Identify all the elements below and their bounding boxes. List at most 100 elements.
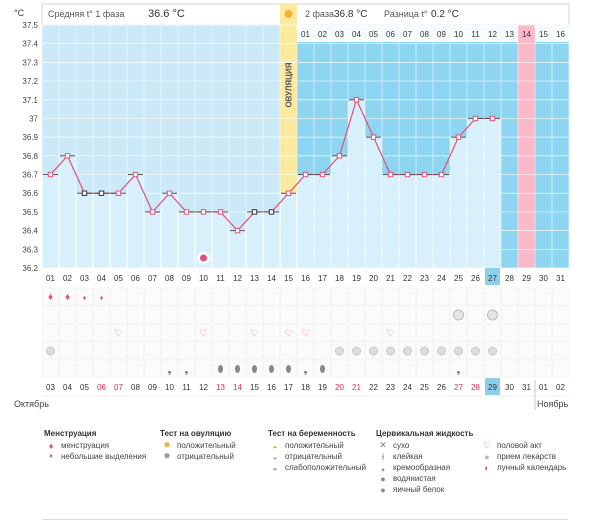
symbol-cell <box>127 287 144 306</box>
cycle-day-label: 10 <box>199 274 208 283</box>
cycle-day-label: 04 <box>97 274 106 283</box>
legend-item: водянистая <box>393 474 436 483</box>
sticky-icon: Ɨ <box>381 451 385 462</box>
symbol-cell <box>297 305 314 324</box>
cycle-day-label: 05 <box>114 274 123 283</box>
legend-menstruation: Менструация ♦ менструация ♦ небольшие выде… <box>44 429 146 462</box>
temperature-point <box>438 171 445 178</box>
creamy-icon: ❟ <box>381 462 385 472</box>
symbol-cell <box>178 359 195 378</box>
watery-icon: ● <box>380 473 386 484</box>
legend-item: отрицательный <box>285 452 342 461</box>
symbol-cell <box>59 287 76 306</box>
cycle-day-label: 15 <box>284 274 293 283</box>
temperature-point <box>302 171 309 178</box>
y-tick-label: 36.9 <box>22 133 38 142</box>
cycle-day-label: 25 <box>454 274 463 283</box>
phase2-label: 2 фаза <box>305 9 334 19</box>
symbol-cell <box>501 341 518 360</box>
cycle-day-label: 29 <box>522 274 531 283</box>
calendar-date-label: 27 <box>454 383 463 392</box>
symbol-cell <box>229 305 246 324</box>
symbol-cell <box>76 287 93 306</box>
symbol-cell <box>433 359 450 378</box>
symbol-cell <box>93 305 110 324</box>
pill-icon <box>369 346 378 356</box>
symbol-cell <box>331 287 348 306</box>
symbol-cell <box>382 359 399 378</box>
cycle-day-label: 06 <box>131 274 140 283</box>
symbol-cell <box>331 305 348 324</box>
temperature-bar <box>416 174 433 269</box>
cycle-day-label: 28 <box>505 274 514 283</box>
test-weak-icon: ◒ <box>272 462 278 473</box>
phase2-day-label: 06 <box>386 30 395 39</box>
symbol-cell <box>331 359 348 378</box>
symbol-cell <box>195 359 212 378</box>
pill-icon <box>471 346 480 356</box>
y-tick-label: 36.5 <box>22 208 38 217</box>
symbol-cell <box>518 287 535 306</box>
symbol-cell <box>399 359 416 378</box>
symbol-cell <box>314 287 331 306</box>
symbol-cell <box>280 323 297 342</box>
temperature-point <box>98 190 105 196</box>
calendar-date-label: 28 <box>471 383 480 392</box>
symbol-cell <box>127 305 144 324</box>
temperature-point <box>217 209 224 215</box>
temperature-bar <box>229 230 246 269</box>
legend-pregnancy-test: Тест на беременность ◒ положительный ◒ отр… <box>268 429 366 473</box>
symbol-cell <box>535 305 552 324</box>
cycle-day-label: 12 <box>233 274 242 283</box>
symbol-cell <box>229 287 246 306</box>
calendar-date-label: 14 <box>233 383 242 392</box>
phase2-day-label: 09 <box>437 30 446 39</box>
temperature-bar <box>212 211 229 269</box>
symbol-cell <box>161 359 178 378</box>
legend-item: небольшие выделения <box>61 452 147 461</box>
temperature-point <box>268 209 275 215</box>
temperature-bar <box>280 192 297 269</box>
temperature-bar <box>263 211 280 269</box>
symbol-cell <box>416 287 433 306</box>
menstruation-drop-icon: ♦ <box>83 295 87 302</box>
temperature-bar <box>365 136 382 269</box>
temperature-bar <box>331 155 348 269</box>
legend-item: менструация <box>61 441 110 450</box>
symbol-cell <box>433 287 450 306</box>
symbol-cell <box>263 323 280 342</box>
moon-icon <box>200 254 207 262</box>
legend-title: Цервикальная жидкость <box>376 429 474 438</box>
heart-icon: ♡ <box>199 328 207 338</box>
temperature-point <box>285 190 292 196</box>
symbol-cell <box>365 305 382 324</box>
cycle-day-label: 14 <box>267 274 276 283</box>
temperature-point <box>387 171 394 178</box>
phase2-day-label: 16 <box>556 30 565 39</box>
calendar-date-label: 20 <box>335 383 344 392</box>
symbol-cell <box>467 305 484 324</box>
month-left-label: Октябрь <box>14 399 49 409</box>
legend-title: Тест на беременность <box>268 429 356 438</box>
phase2-day-label: 03 <box>335 30 344 39</box>
calendar-date-label: 03 <box>46 383 55 392</box>
legend-item: клейкая <box>393 452 423 461</box>
pregnancy-test-icon <box>453 309 464 321</box>
phase2-day-label: 04 <box>352 30 361 39</box>
temperature-point <box>455 134 462 140</box>
symbol-cell <box>93 341 110 360</box>
temperature-bar <box>246 211 263 269</box>
cycle-day-label: 09 <box>182 274 191 283</box>
symbol-cell <box>518 341 535 360</box>
symbol-cell <box>348 305 365 324</box>
temperature-point <box>336 153 343 159</box>
symbol-cell <box>110 341 127 360</box>
temperature-point <box>319 171 326 178</box>
symbol-cell <box>297 359 314 378</box>
calendar-date-label: 24 <box>403 383 412 392</box>
y-tick-label: 36.7 <box>22 171 38 180</box>
symbol-cell <box>501 287 518 306</box>
phase2-day-label: 11 <box>471 30 480 39</box>
temperature-bar <box>144 211 161 269</box>
cycle-day-label: 22 <box>403 274 412 283</box>
